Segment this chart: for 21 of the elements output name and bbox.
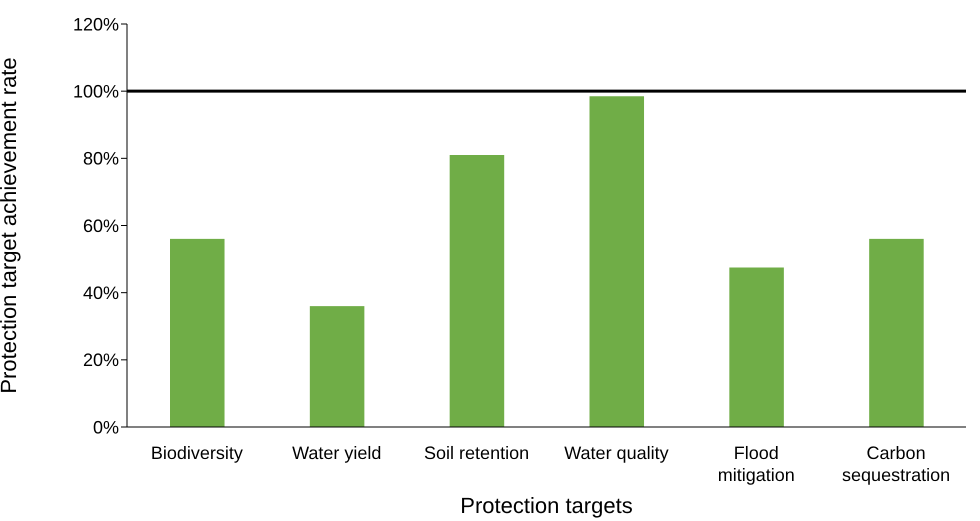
- y-axis-title: Protection target achievement rate: [0, 57, 21, 394]
- x-axis-title: Protection targets: [460, 493, 633, 518]
- y-tick-label: 80%: [82, 148, 119, 169]
- x-tick-label: Carbon sequestration: [842, 443, 950, 485]
- bar: [869, 238, 924, 427]
- y-tick-label: 100%: [72, 82, 119, 102]
- bar: [310, 306, 364, 427]
- bar: [450, 154, 504, 427]
- x-tick-label: Water quality: [564, 443, 669, 464]
- x-tick-label: Soil retention: [424, 443, 530, 464]
- y-tick-label: 120%: [72, 14, 119, 34]
- y-tick-label: 40%: [82, 283, 119, 304]
- bar: [590, 96, 644, 427]
- y-tick-label: 0%: [92, 417, 119, 438]
- x-tick-label: Flood mitigation: [718, 443, 795, 485]
- bar: [170, 238, 225, 427]
- y-tick-label: 20%: [82, 350, 119, 370]
- x-tick-label: Biodiversity: [150, 443, 243, 464]
- y-tick-label: 60%: [82, 216, 119, 236]
- bar: [729, 267, 784, 427]
- x-tick-label: Water yield: [292, 443, 382, 464]
